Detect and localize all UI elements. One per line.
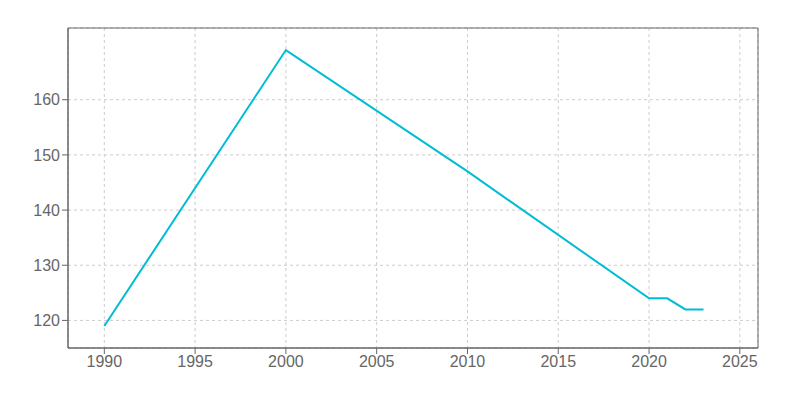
svg-text:2010: 2010 [450,353,486,370]
svg-text:130: 130 [33,257,60,274]
svg-text:150: 150 [33,147,60,164]
svg-text:2000: 2000 [268,353,304,370]
svg-text:1990: 1990 [87,353,123,370]
svg-text:2020: 2020 [631,353,667,370]
svg-text:160: 160 [33,91,60,108]
svg-text:2015: 2015 [540,353,576,370]
svg-text:140: 140 [33,202,60,219]
svg-text:120: 120 [33,312,60,329]
svg-text:2025: 2025 [722,353,758,370]
svg-text:1995: 1995 [177,353,213,370]
svg-text:2005: 2005 [359,353,395,370]
